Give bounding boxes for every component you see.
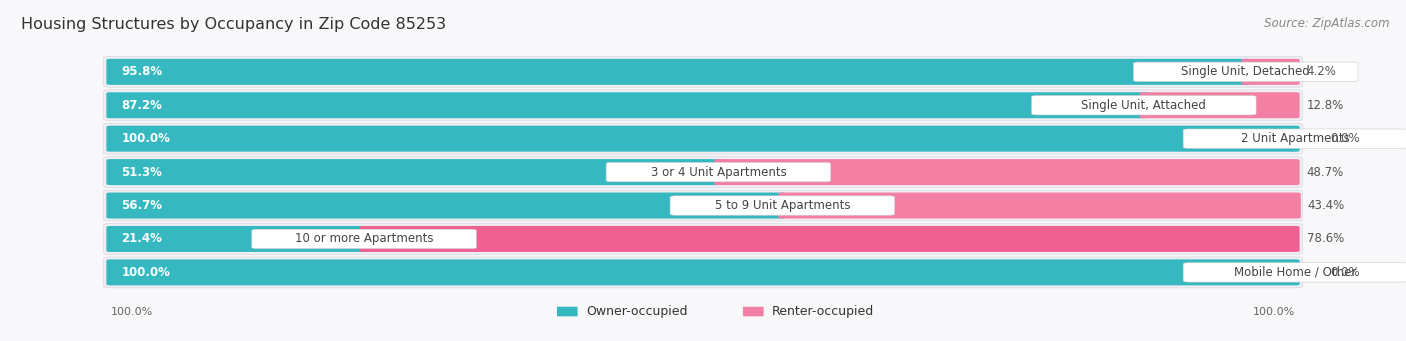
FancyBboxPatch shape (104, 90, 1302, 121)
FancyBboxPatch shape (1133, 62, 1358, 81)
Text: 5 to 9 Unit Apartments: 5 to 9 Unit Apartments (714, 199, 851, 212)
Text: Single Unit, Detached: Single Unit, Detached (1181, 65, 1310, 78)
Text: 12.8%: 12.8% (1306, 99, 1344, 112)
Text: Mobile Home / Other: Mobile Home / Other (1234, 266, 1357, 279)
Text: 100.0%: 100.0% (121, 132, 170, 145)
Text: 51.3%: 51.3% (121, 166, 163, 179)
Text: 100.0%: 100.0% (111, 307, 153, 316)
FancyBboxPatch shape (779, 193, 1301, 219)
FancyBboxPatch shape (104, 190, 1302, 221)
FancyBboxPatch shape (104, 56, 1302, 87)
FancyBboxPatch shape (742, 307, 763, 316)
FancyBboxPatch shape (557, 307, 578, 316)
FancyBboxPatch shape (107, 126, 1299, 152)
Text: 2 Unit Apartments: 2 Unit Apartments (1241, 132, 1350, 145)
Text: 10 or more Apartments: 10 or more Apartments (295, 233, 433, 246)
Text: 100.0%: 100.0% (121, 266, 170, 279)
Text: 21.4%: 21.4% (121, 233, 163, 246)
FancyBboxPatch shape (107, 92, 1147, 118)
Text: 48.7%: 48.7% (1306, 166, 1344, 179)
FancyBboxPatch shape (104, 223, 1302, 254)
Text: Housing Structures by Occupancy in Zip Code 85253: Housing Structures by Occupancy in Zip C… (21, 17, 446, 32)
Text: 87.2%: 87.2% (121, 99, 163, 112)
FancyBboxPatch shape (1184, 129, 1406, 148)
Text: Source: ZipAtlas.com: Source: ZipAtlas.com (1264, 17, 1389, 30)
Text: 3 or 4 Unit Apartments: 3 or 4 Unit Apartments (651, 166, 786, 179)
FancyBboxPatch shape (107, 226, 368, 252)
FancyBboxPatch shape (104, 257, 1302, 288)
Text: 78.6%: 78.6% (1306, 233, 1344, 246)
Text: 4.2%: 4.2% (1306, 65, 1336, 78)
Text: 56.7%: 56.7% (121, 199, 163, 212)
Text: 43.4%: 43.4% (1308, 199, 1346, 212)
FancyBboxPatch shape (104, 123, 1302, 154)
Text: 95.8%: 95.8% (121, 65, 163, 78)
Text: 0.0%: 0.0% (1330, 266, 1360, 279)
FancyBboxPatch shape (107, 260, 1299, 285)
FancyBboxPatch shape (1184, 263, 1406, 282)
FancyBboxPatch shape (671, 196, 894, 215)
Text: Renter-occupied: Renter-occupied (772, 305, 875, 318)
FancyBboxPatch shape (1140, 92, 1299, 118)
FancyBboxPatch shape (360, 226, 1299, 252)
FancyBboxPatch shape (606, 162, 831, 182)
Text: Single Unit, Attached: Single Unit, Attached (1081, 99, 1206, 112)
Text: 0.0%: 0.0% (1330, 132, 1360, 145)
FancyBboxPatch shape (252, 229, 477, 249)
Text: Owner-occupied: Owner-occupied (586, 305, 688, 318)
FancyBboxPatch shape (107, 159, 723, 185)
FancyBboxPatch shape (1241, 59, 1299, 85)
FancyBboxPatch shape (714, 159, 1299, 185)
Text: 100.0%: 100.0% (1253, 307, 1295, 316)
FancyBboxPatch shape (107, 59, 1250, 85)
FancyBboxPatch shape (104, 157, 1302, 188)
FancyBboxPatch shape (1032, 95, 1256, 115)
FancyBboxPatch shape (107, 193, 786, 219)
